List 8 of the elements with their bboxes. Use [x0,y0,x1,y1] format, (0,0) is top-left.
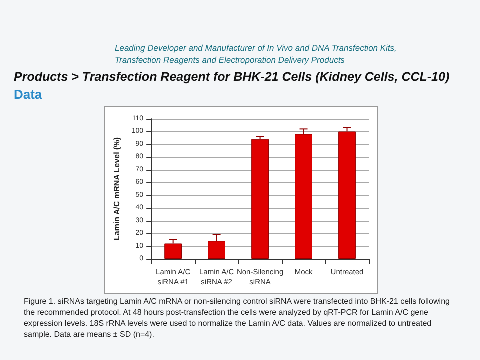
text: Data [14,87,42,102]
y-axis-title: Lamin A/C mRNA Level (%) [112,137,122,240]
bar [338,132,356,259]
caption: Figure 1. siRNAs targeting Lamin A/C mRNA or non-silencing control siRNA were transfected into BHK-21 cells following the recommended protocol. At 48 hours post-transfection the cells were analyzed by qRT-PCR for Lamin A/C gene expression levels. 18S rRNA levels were used to normalize the Lamin A/C data. Values are normalized to untreated sample. Data are means ± SD (n=4). [24,296,451,340]
bar [252,139,269,259]
text: Leading Developer and Manufacturer of In Vivo and DNA Transfection Kits, Transfection Reagents and Electroporation Delivery Products [115,42,398,66]
chart-title: Products > Transfection Reagent for BHK-21 Cells (Kidney Cells, CCL-10) [14,70,450,84]
bar [164,244,182,259]
